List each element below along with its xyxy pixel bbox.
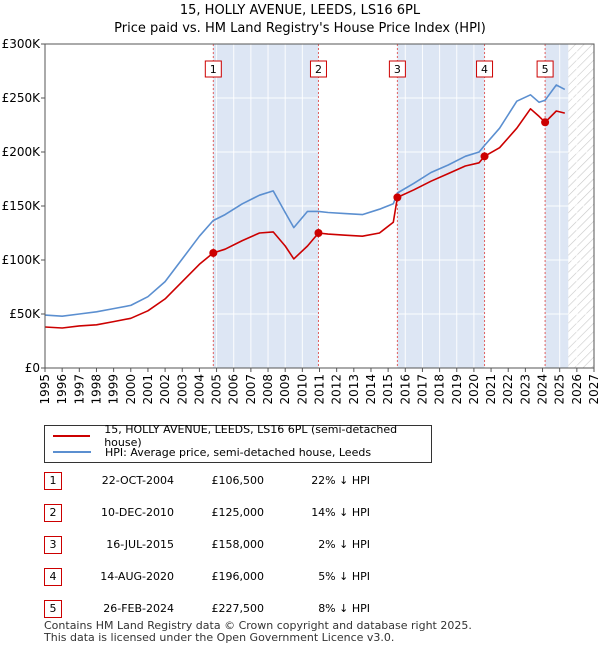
x-tick-label: 2008 [261, 374, 275, 405]
sale-point [480, 152, 489, 161]
chart-title-line2: Price paid vs. HM Land Registry's House … [114, 21, 486, 36]
x-tick-label: 2014 [364, 374, 378, 405]
y-tick-label: £300K [2, 37, 42, 51]
table-row: 5 26-FEB-2024 £227,500 8% ↓ HPI [44, 600, 424, 618]
sale-number-box [388, 60, 406, 78]
legend-item-hpi: HPI: Average price, semi-detached house,… [53, 444, 371, 460]
x-tick-label: 2027 [587, 374, 600, 405]
x-tick-label: 2000 [124, 374, 138, 405]
footer-copyright: Contains HM Land Registry data © Crown c… [44, 619, 472, 632]
x-tick-label: 2011 [313, 374, 327, 405]
legend-item-price: 15, HOLLY AVENUE, LEEDS, LS16 6PL (semi-… [53, 423, 431, 449]
transaction-hpi-diff: 22% ↓ HPI [311, 474, 370, 487]
footer-licence: This data is licensed under the Open Gov… [44, 631, 395, 644]
x-tick-label: 1996 [55, 374, 69, 405]
transaction-number: 1 [44, 472, 62, 490]
transaction-hpi-diff: 14% ↓ HPI [311, 506, 370, 519]
transaction-hpi-diff: 5% ↓ HPI [318, 570, 370, 583]
legend-label-price: 15, HOLLY AVENUE, LEEDS, LS16 6PL (semi-… [104, 423, 398, 449]
transaction-price: £196,000 [211, 570, 265, 583]
y-tick-label: £200K [2, 145, 42, 159]
legend-label-hpi: HPI: Average price, semi-detached house,… [105, 445, 372, 459]
transaction-hpi-diff: 2% ↓ HPI [318, 538, 370, 551]
table-row: 4 14-AUG-2020 £196,000 5% ↓ HPI [44, 568, 424, 586]
x-tick-label: 2021 [484, 374, 498, 405]
transaction-date: 14-AUG-2020 [100, 570, 174, 583]
x-tick-label: 2009 [278, 374, 292, 405]
x-tick-label: 2015 [381, 374, 395, 405]
x-tick-label: 2023 [518, 374, 532, 405]
transaction-date: 26-FEB-2024 [103, 602, 174, 615]
sale-number-label: 5 [542, 63, 549, 76]
x-tick-label: 1997 [72, 374, 86, 405]
table-row: 3 16-JUL-2015 £158,000 2% ↓ HPI [44, 536, 424, 554]
chart-title-line1: 15, HOLLY AVENUE, LEEDS, LS16 6PL [179, 3, 421, 18]
transaction-hpi-diff: 8% ↓ HPI [318, 602, 370, 615]
x-tick-label: 2010 [295, 374, 309, 405]
x-tick-label: 2020 [467, 374, 481, 405]
sale-point [541, 118, 550, 127]
footer: Contains HM Land Registry data © Crown c… [44, 620, 472, 644]
legend-swatch-hpi [53, 451, 91, 453]
transaction-price: £106,500 [211, 474, 265, 487]
table-row: 1 22-OCT-2004 £106,500 22% ↓ HPI [44, 472, 424, 490]
x-tick-label: 2012 [330, 374, 344, 405]
sale-number-label: 3 [394, 63, 401, 76]
x-tick-label: 2016 [398, 374, 412, 405]
y-tick-label: £50K [9, 307, 41, 321]
transaction-price: £227,500 [211, 602, 265, 615]
sale-number-label: 2 [315, 63, 322, 76]
sale-number-box [476, 60, 494, 78]
x-tick-label: 2025 [553, 374, 567, 405]
transaction-date: 22-OCT-2004 [101, 474, 174, 487]
x-tick-label: 1998 [89, 374, 103, 405]
x-tick-label: 1999 [107, 374, 121, 405]
price-paid-line [44, 108, 565, 329]
sale-point [393, 193, 402, 202]
y-tick-label: £250K [2, 91, 42, 105]
transaction-date: 16-JUL-2015 [106, 538, 174, 551]
sale-number-box [536, 60, 554, 78]
y-tick-label: £150K [2, 199, 42, 213]
transaction-number: 4 [44, 568, 62, 586]
x-tick-label: 1995 [38, 374, 52, 405]
sale-number-label: 1 [210, 63, 217, 76]
x-tick-label: 2022 [501, 374, 515, 405]
price-chart: 1 2 3 4 5 £0 £50K £100K £150K £200K £250K £300K 1995… [2, 37, 600, 405]
y-tick-label: £0 [25, 361, 40, 375]
sale-number-box [309, 60, 327, 78]
transaction-number: 5 [44, 600, 62, 618]
x-tick-label: 2013 [347, 374, 361, 405]
x-tick-label: 2017 [415, 374, 429, 405]
transaction-date: 10-DEC-2010 [100, 506, 174, 519]
x-tick-label: 2005 [210, 374, 224, 405]
sale-point [209, 248, 218, 257]
x-tick-label: 2002 [158, 374, 172, 405]
x-tick-label: 2026 [570, 374, 584, 405]
y-tick-label: £100K [2, 253, 42, 267]
transaction-price: £158,000 [211, 538, 265, 551]
sale-point [314, 229, 323, 237]
transaction-number: 3 [44, 536, 62, 554]
x-tick-label: 2006 [227, 374, 241, 405]
x-tick-label: 2007 [244, 374, 258, 405]
table-row: 2 10-DEC-2010 £125,000 14% ↓ HPI [44, 504, 424, 522]
x-tick-label: 2003 [175, 374, 189, 405]
hpi-line [44, 84, 566, 318]
x-tick-label: 2018 [433, 374, 447, 405]
x-tick-label: 2024 [536, 374, 550, 405]
sale-number-label: 4 [481, 63, 488, 76]
legend-swatch-price [53, 435, 91, 437]
sale-number-box [204, 60, 222, 78]
legend: 15, HOLLY AVENUE, LEEDS, LS16 6PL (semi-… [44, 423, 432, 463]
x-tick-label: 2004 [192, 374, 206, 405]
transaction-number: 2 [44, 504, 62, 522]
transaction-price: £125,000 [211, 506, 265, 519]
x-tick-label: 2001 [141, 374, 155, 405]
x-tick-label: 2019 [450, 374, 464, 405]
